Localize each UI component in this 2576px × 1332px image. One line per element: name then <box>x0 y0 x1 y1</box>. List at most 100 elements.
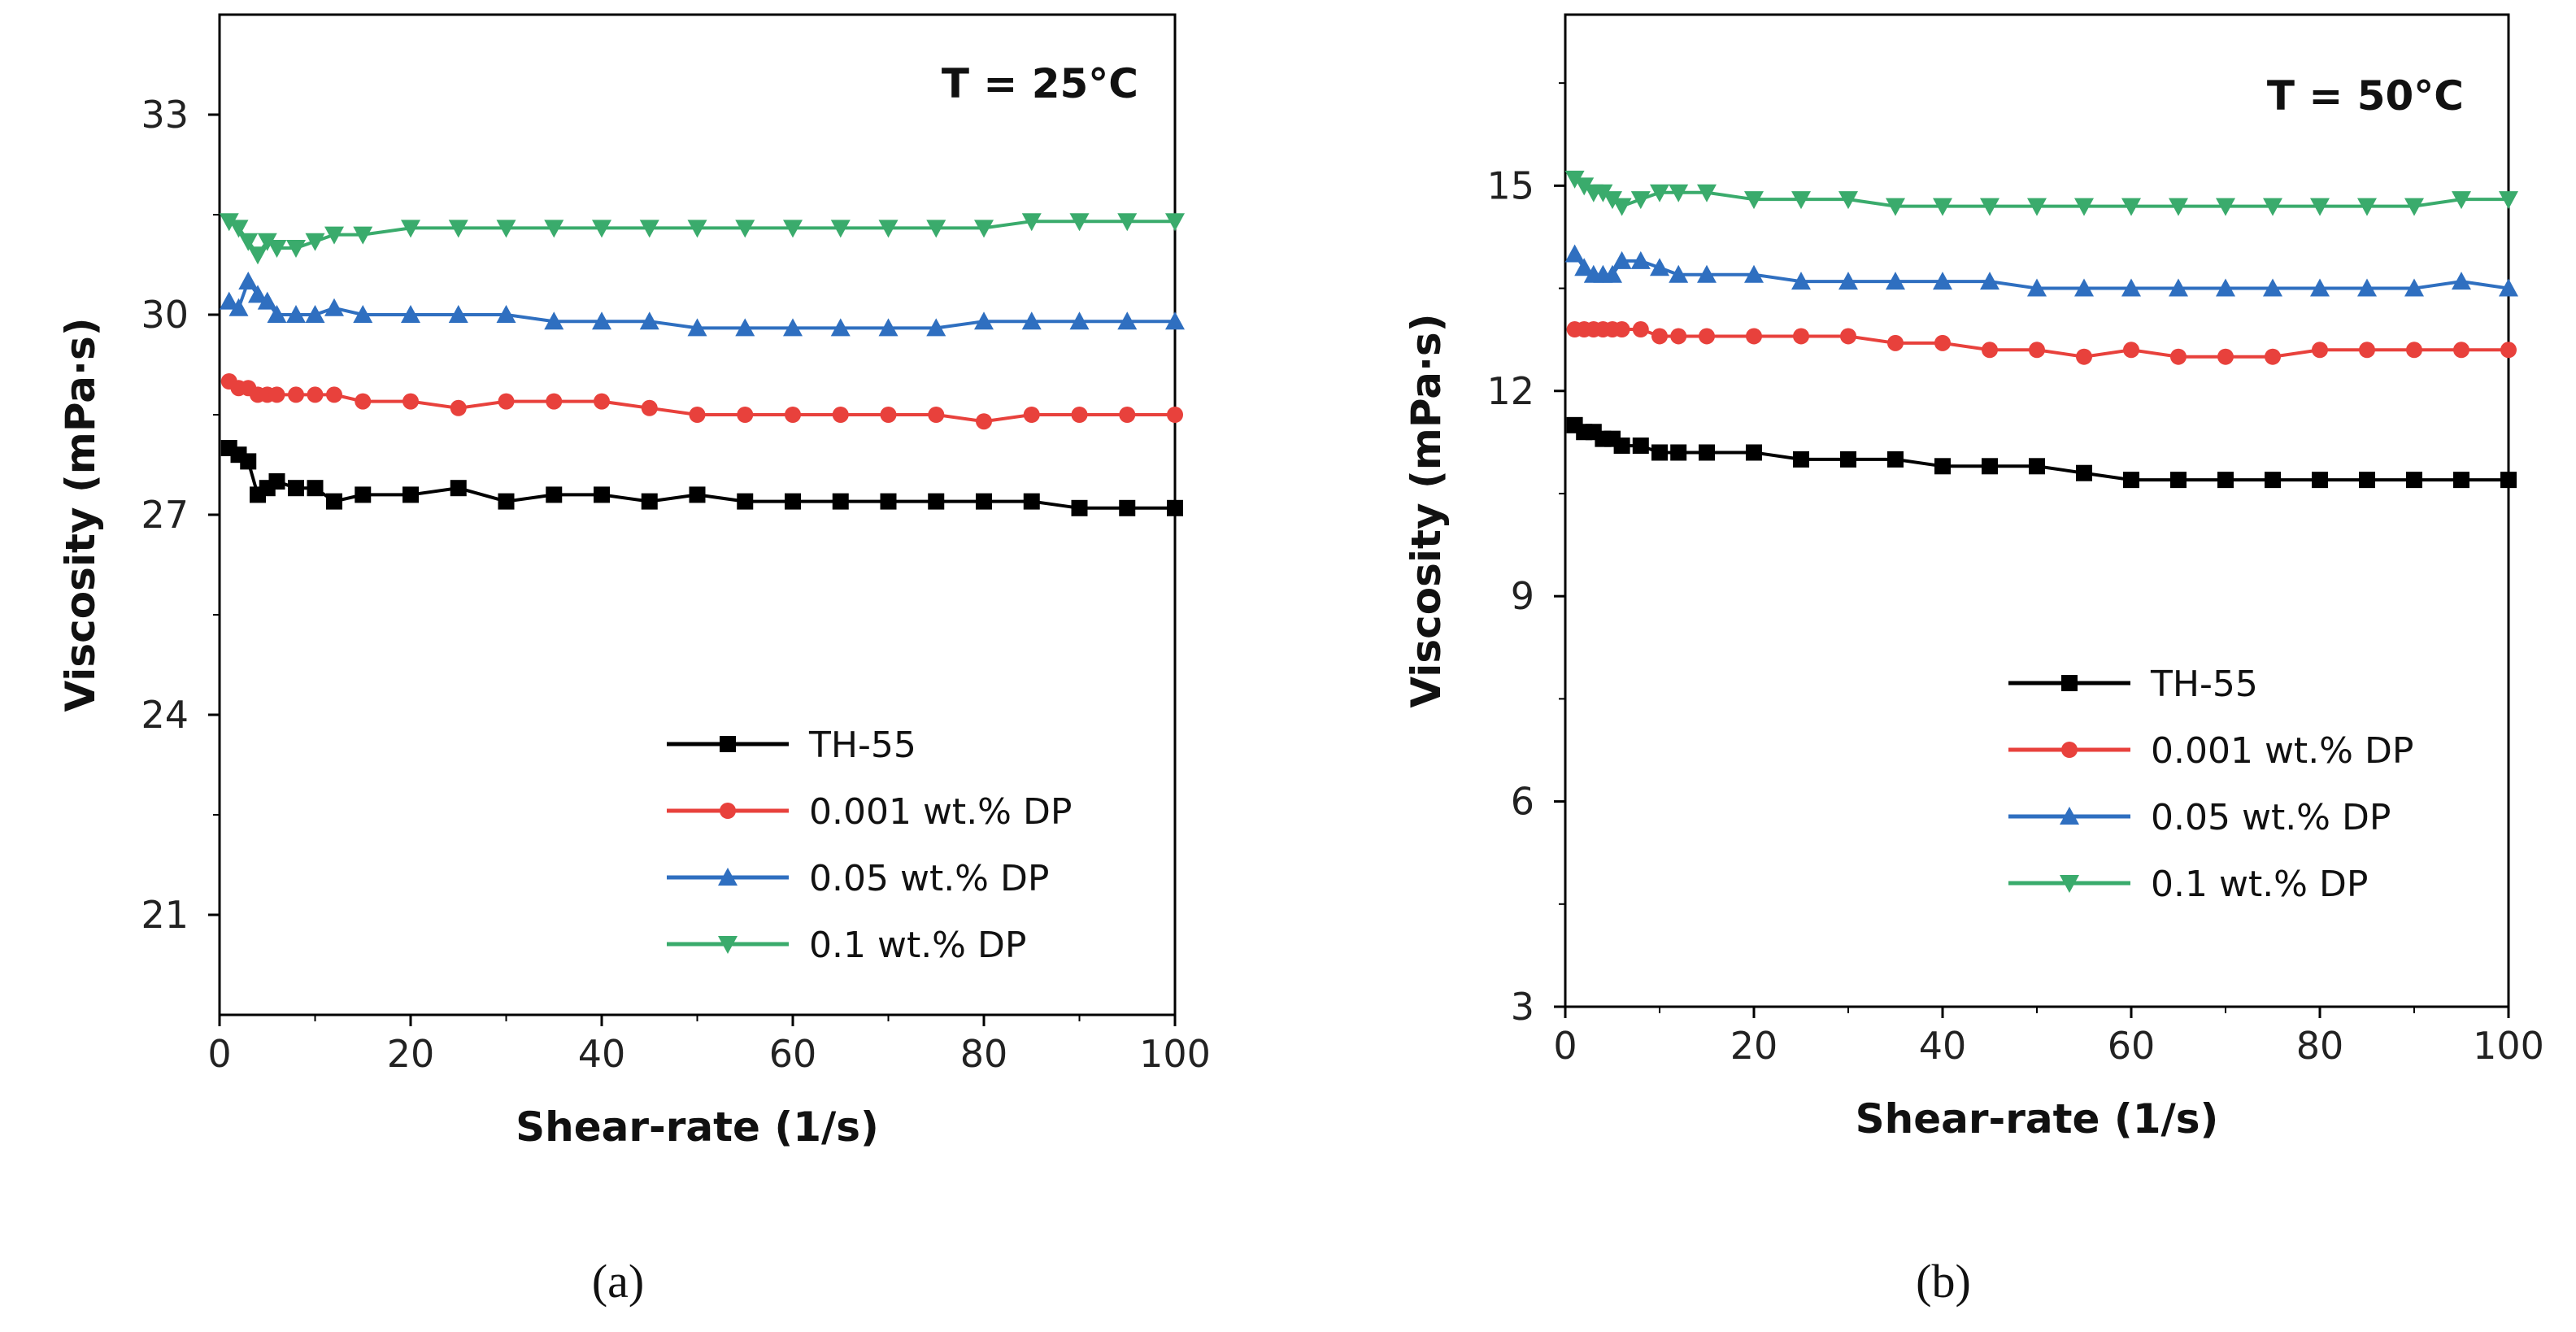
data-point <box>1887 334 1904 351</box>
y-tick-label: 15 <box>1486 163 1534 207</box>
data-point <box>785 407 801 423</box>
data-point <box>2404 198 2424 216</box>
data-point <box>450 480 467 497</box>
data-point <box>1651 328 1668 345</box>
series-0 <box>220 440 1183 516</box>
data-point <box>355 393 372 410</box>
x-tick-label: 100 <box>2473 1024 2544 1068</box>
data-point <box>228 298 249 316</box>
legend-label: TH-55 <box>808 725 916 766</box>
x-axis-title: Shear-rate (1/s) <box>516 1103 879 1151</box>
data-point <box>1069 311 1090 330</box>
data-point <box>2310 198 2330 216</box>
data-point <box>2357 198 2377 216</box>
data-point <box>2499 191 2518 210</box>
data-point <box>353 226 373 245</box>
data-point <box>1630 250 1651 269</box>
data-point <box>735 220 755 238</box>
data-point <box>1023 493 1040 510</box>
data-point <box>1564 170 1585 189</box>
data-point <box>268 473 285 490</box>
data-point <box>219 291 239 310</box>
data-point <box>228 220 249 238</box>
data-point <box>1603 264 1622 283</box>
data-point <box>1838 272 1858 290</box>
data-point <box>2453 472 2469 489</box>
data-point <box>1791 191 1811 210</box>
data-point <box>2265 348 2281 365</box>
data-point <box>1980 198 1999 216</box>
data-point <box>326 493 342 510</box>
data-point <box>307 480 324 497</box>
data-point <box>2404 278 2424 297</box>
data-point <box>1934 334 1951 351</box>
data-point <box>288 386 304 403</box>
data-point <box>1669 264 1689 283</box>
data-point <box>402 393 419 410</box>
x-tick-label: 40 <box>1919 1024 1967 1068</box>
data-point <box>2121 198 2141 216</box>
legend-label: 0.1 wt.% DP <box>809 925 1026 966</box>
data-point <box>305 233 325 251</box>
data-point <box>878 220 899 238</box>
plot-frame <box>1564 13 2510 1008</box>
legend-marker <box>720 736 736 752</box>
x-tick-label: 60 <box>2108 1024 2156 1068</box>
data-point <box>2076 348 2092 365</box>
data-point <box>355 486 372 503</box>
data-point <box>878 318 899 337</box>
data-point <box>1886 198 1905 216</box>
data-point <box>1023 407 1040 423</box>
data-point <box>1117 311 1138 330</box>
data-point <box>267 305 287 323</box>
data-point <box>305 305 325 323</box>
data-point <box>1117 213 1138 232</box>
data-point <box>2121 278 2141 297</box>
series-2 <box>219 272 1185 337</box>
data-point <box>1071 407 1088 423</box>
x-tick-label: 80 <box>2296 1024 2344 1068</box>
series-3 <box>219 213 1185 265</box>
data-point <box>257 291 277 310</box>
x-axis-title: Shear-rate (1/s) <box>1856 1095 2219 1143</box>
data-point <box>1933 198 1952 216</box>
data-point <box>326 386 342 403</box>
data-point <box>2312 342 2328 359</box>
data-point <box>1651 444 1668 461</box>
legend-label: TH-55 <box>2150 664 2258 705</box>
data-point <box>2169 198 2188 216</box>
data-point <box>1670 444 1687 461</box>
legend-marker <box>2060 807 2079 825</box>
data-point <box>592 311 611 330</box>
data-point <box>830 318 851 337</box>
data-point <box>1165 311 1185 330</box>
data-point <box>1071 499 1088 516</box>
y-tick-label: 27 <box>141 493 189 537</box>
data-point <box>1069 213 1090 232</box>
data-point <box>1980 272 1999 290</box>
data-point <box>268 386 285 403</box>
data-point <box>1119 499 1136 516</box>
data-point <box>689 407 706 423</box>
data-point <box>1632 321 1649 338</box>
data-point <box>2357 278 2377 297</box>
data-point <box>1934 458 1951 475</box>
series-0 <box>1566 416 2517 489</box>
data-point <box>2216 198 2235 216</box>
data-point <box>1650 184 1669 202</box>
data-point <box>2265 472 2281 489</box>
data-point <box>1669 184 1689 202</box>
data-point <box>257 233 277 251</box>
y-tick-label: 3 <box>1511 985 1534 1029</box>
data-point <box>2500 472 2517 489</box>
x-tick-label: 20 <box>1730 1024 1778 1068</box>
data-point <box>2027 278 2047 297</box>
data-point <box>2406 472 2422 489</box>
data-point <box>288 480 304 497</box>
data-point <box>641 493 658 510</box>
data-point <box>1612 250 1632 269</box>
data-point <box>498 493 515 510</box>
y-tick-label: 12 <box>1486 369 1534 413</box>
data-point <box>1840 328 1856 345</box>
